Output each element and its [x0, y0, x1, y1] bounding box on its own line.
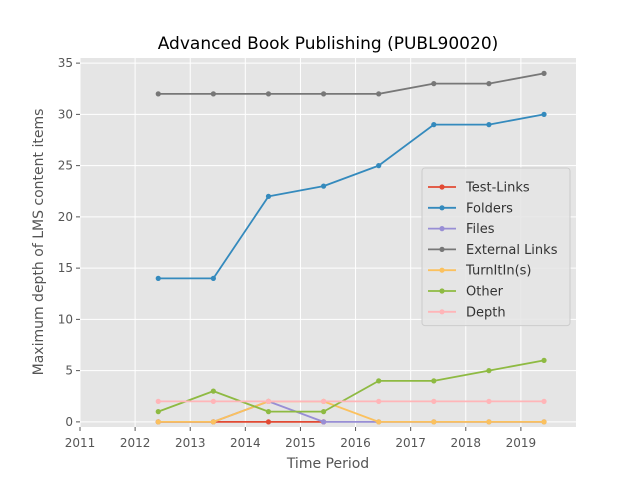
data-point: [541, 357, 547, 363]
legend-label: Depth: [466, 305, 506, 320]
data-point: [265, 193, 272, 199]
x-tick-label: 2014: [230, 436, 261, 450]
legend-label: Files: [466, 222, 495, 237]
series-line: [158, 400, 545, 423]
data-point: [376, 378, 382, 384]
data-point: [376, 163, 382, 169]
x-tick-label: 2018: [451, 436, 482, 450]
legend-item: TurnItIn(s): [428, 264, 531, 279]
data-point: [265, 398, 272, 404]
series-depth: [155, 398, 547, 404]
data-point: [431, 122, 437, 128]
legend-item: Files: [428, 222, 495, 237]
y-tick-label: 35: [58, 56, 73, 70]
data-point: [541, 70, 547, 76]
y-axis: 0 5 10 15 20 25 30 35: [58, 56, 80, 429]
legend-label: External Links: [466, 243, 558, 258]
legend-item: Other: [428, 285, 504, 300]
data-point: [210, 419, 216, 425]
data-point: [155, 398, 161, 404]
data-point: [541, 398, 547, 404]
legend-marker: [439, 309, 445, 315]
legend-marker: [439, 288, 445, 294]
y-tick-label: 0: [65, 415, 73, 429]
data-point: [320, 91, 327, 97]
y-tick-label: 25: [58, 159, 73, 173]
legend-label: TurnItIn(s): [465, 264, 531, 279]
data-point: [320, 419, 327, 425]
data-point: [210, 388, 216, 394]
legend-label: Other: [466, 285, 504, 300]
data-point: [376, 91, 382, 97]
data-point: [431, 81, 437, 87]
y-tick-label: 30: [58, 107, 73, 121]
legend-item: Depth: [428, 305, 506, 320]
x-tick-label: 2012: [120, 436, 151, 450]
chart-title: Advanced Book Publishing (PUBL90020): [158, 34, 499, 54]
y-axis-label: Maximum depth of LMS content items: [31, 109, 47, 376]
series-line: [157, 359, 545, 413]
y-tick-label: 20: [58, 210, 73, 224]
data-point: [210, 275, 216, 281]
data-point: [320, 183, 327, 189]
x-tick-label: 2016: [340, 436, 371, 450]
data-point: [155, 91, 161, 97]
data-point: [486, 398, 492, 404]
data-point: [155, 419, 161, 425]
series-line: [158, 113, 545, 280]
x-axis-label: Time Period: [286, 456, 369, 472]
legend-label: Folders: [466, 201, 513, 216]
series-folders: [155, 111, 547, 281]
x-tick-label: 2015: [285, 436, 316, 450]
y-tick-label: 15: [58, 261, 73, 275]
data-point: [320, 398, 327, 404]
data-point: [210, 91, 216, 97]
data-point: [486, 419, 492, 425]
data-point: [541, 111, 547, 117]
data-point: [431, 378, 437, 384]
series-external-links: [155, 70, 547, 97]
data-point: [431, 419, 437, 425]
data-point: [486, 81, 492, 87]
series-line: [158, 72, 545, 95]
y-tick-label: 5: [65, 364, 73, 378]
x-axis: 2011 2012 2013 2014 2015 2016 2017 2018 2019: [65, 427, 536, 450]
legend-box: [421, 167, 571, 327]
data-point: [265, 409, 272, 415]
legend-item: Test-Links: [428, 181, 530, 196]
data-point: [155, 409, 161, 415]
legend-marker: [439, 246, 445, 252]
y-tick-label: 10: [58, 312, 73, 326]
data-point: [265, 91, 272, 97]
data-point: [486, 368, 492, 374]
legend-marker: [439, 184, 445, 190]
legend-label: Test-Links: [465, 181, 530, 196]
legend-marker: [439, 205, 445, 211]
legend-item: Folders: [428, 201, 513, 216]
legend: Test-Links Folders Files External Links Turn…: [421, 167, 571, 327]
data-point: [265, 419, 272, 425]
legend-item: External Links: [428, 243, 558, 258]
data-point: [210, 398, 216, 404]
legend-marker: [439, 267, 445, 273]
series-lines: [155, 70, 547, 425]
data-point: [431, 398, 437, 404]
data-point: [376, 398, 382, 404]
x-tick-label: 2011: [65, 436, 96, 450]
x-tick-label: 2013: [175, 436, 206, 450]
data-point: [155, 275, 161, 281]
data-point: [376, 419, 382, 425]
series-other: [155, 357, 547, 415]
data-point: [320, 409, 327, 415]
x-tick-label: 2019: [506, 436, 537, 450]
data-point: [486, 122, 492, 128]
legend-marker: [439, 226, 445, 232]
data-point: [541, 419, 547, 425]
x-tick-label: 2017: [395, 436, 426, 450]
